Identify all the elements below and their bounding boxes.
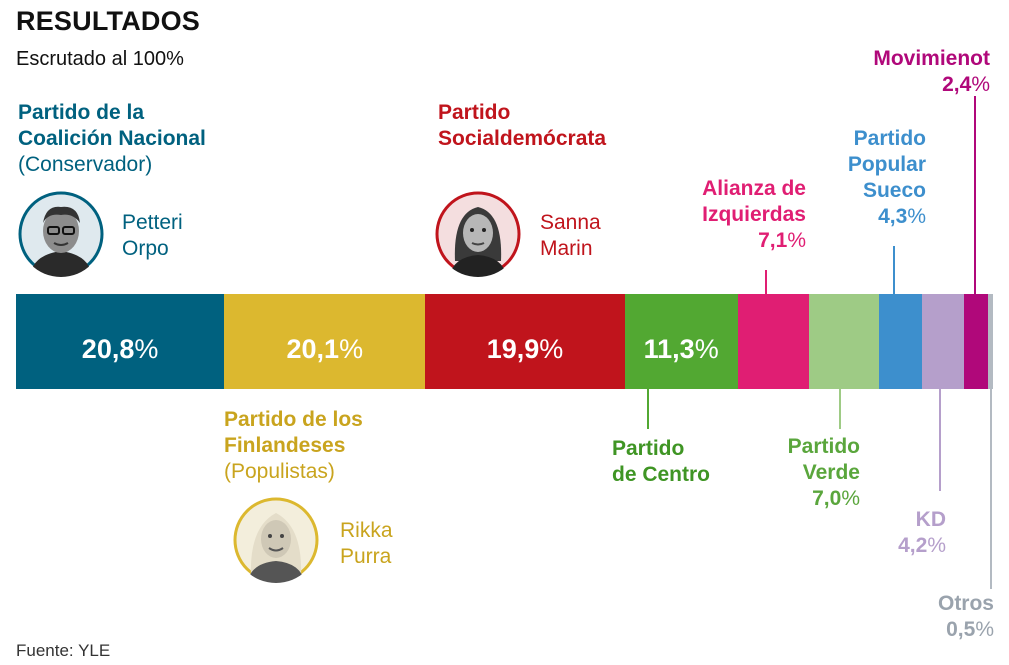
label-vihr-value: 7,0% <box>812 487 860 510</box>
person-icon <box>18 191 104 277</box>
label-liik-value: 2,4% <box>942 73 990 96</box>
label-vas-value: 7,1% <box>758 229 806 252</box>
label-kd: KD 4,2% <box>860 507 946 559</box>
bar-segment-otros <box>987 294 993 389</box>
leader-kesk <box>647 389 649 429</box>
label-sdp-name: Partido Socialdemócrata <box>438 101 607 150</box>
label-kok-sub: (Conservador) <box>18 153 153 176</box>
bar-value-ps: 20,1% <box>286 334 364 364</box>
bar-segment-vihr <box>808 294 879 389</box>
leader-liik <box>974 96 976 294</box>
candidate-marin: Sanna Marin <box>540 211 601 260</box>
label-kd-name: KD <box>915 508 946 531</box>
bar-segment-kd <box>921 294 964 389</box>
bar-segment-vas <box>737 294 809 389</box>
portrait-purra <box>233 497 319 583</box>
chart-title: RESULTADOS <box>16 6 200 36</box>
label-kok: Partido de la Coalición Nacional (Conser… <box>18 100 206 178</box>
label-otros-value: 0,5% <box>946 618 994 641</box>
label-liik: Movimienot 2,4% <box>840 46 990 98</box>
label-vihr-name: Partido Verde <box>787 435 860 484</box>
label-vas: Alianza de Izquierdas 7,1% <box>676 176 806 254</box>
leader-kd <box>939 389 941 491</box>
bar-segment-kok <box>16 294 225 389</box>
leader-otros <box>990 389 992 589</box>
candidate-purra: Rikka Purra <box>340 519 393 568</box>
leader-vihr <box>839 389 841 429</box>
label-ps-name: Partido de los Finlandeses <box>224 408 363 457</box>
label-otros-name: Otros <box>937 592 994 615</box>
label-rkp-name: Partido Popular Sueco <box>847 127 926 202</box>
label-vihr: Partido Verde 7,0% <box>760 434 860 512</box>
person-icon <box>233 497 319 583</box>
bar-segment-liik <box>963 294 988 389</box>
bar-segment-sdp <box>425 294 625 389</box>
bar-segment-ps <box>224 294 426 389</box>
label-kd-value: 4,2% <box>898 534 946 557</box>
label-ps-sub: (Populistas) <box>224 460 335 483</box>
label-kesk: Partido de Centro <box>612 436 710 488</box>
leader-rkp <box>893 246 895 294</box>
label-ps: Partido de los Finlandeses (Populistas) <box>224 407 363 485</box>
label-kok-name: Partido de la Coalición Nacional <box>18 101 206 150</box>
bar-segment-rkp <box>878 294 922 389</box>
person-icon <box>435 191 521 277</box>
source-note: Fuente: YLE <box>16 641 111 660</box>
bar-value-kesk: 11,3% <box>643 334 719 364</box>
label-rkp: Partido Popular Sueco 4,3% <box>830 126 926 230</box>
label-otros: Otros 0,5% <box>900 591 994 643</box>
label-liik-name: Movimienot <box>873 47 990 70</box>
label-kesk-name: Partido de Centro <box>612 437 711 486</box>
portrait-marin <box>435 191 521 277</box>
label-vas-name: Alianza de Izquierdas <box>702 177 806 226</box>
portrait-orpo <box>18 191 104 277</box>
candidate-orpo: Petteri Orpo <box>122 211 183 260</box>
label-sdp: Partido Socialdemócrata <box>438 100 606 152</box>
bar-segment-kesk <box>624 294 738 389</box>
bar-value-sdp: 19,9% <box>486 334 564 364</box>
bar-value-kok: 20,8% <box>81 334 159 364</box>
chart-subtitle: Escrutado al 100% <box>16 48 184 70</box>
label-rkp-value: 4,3% <box>878 205 926 228</box>
leader-vas <box>765 270 767 294</box>
